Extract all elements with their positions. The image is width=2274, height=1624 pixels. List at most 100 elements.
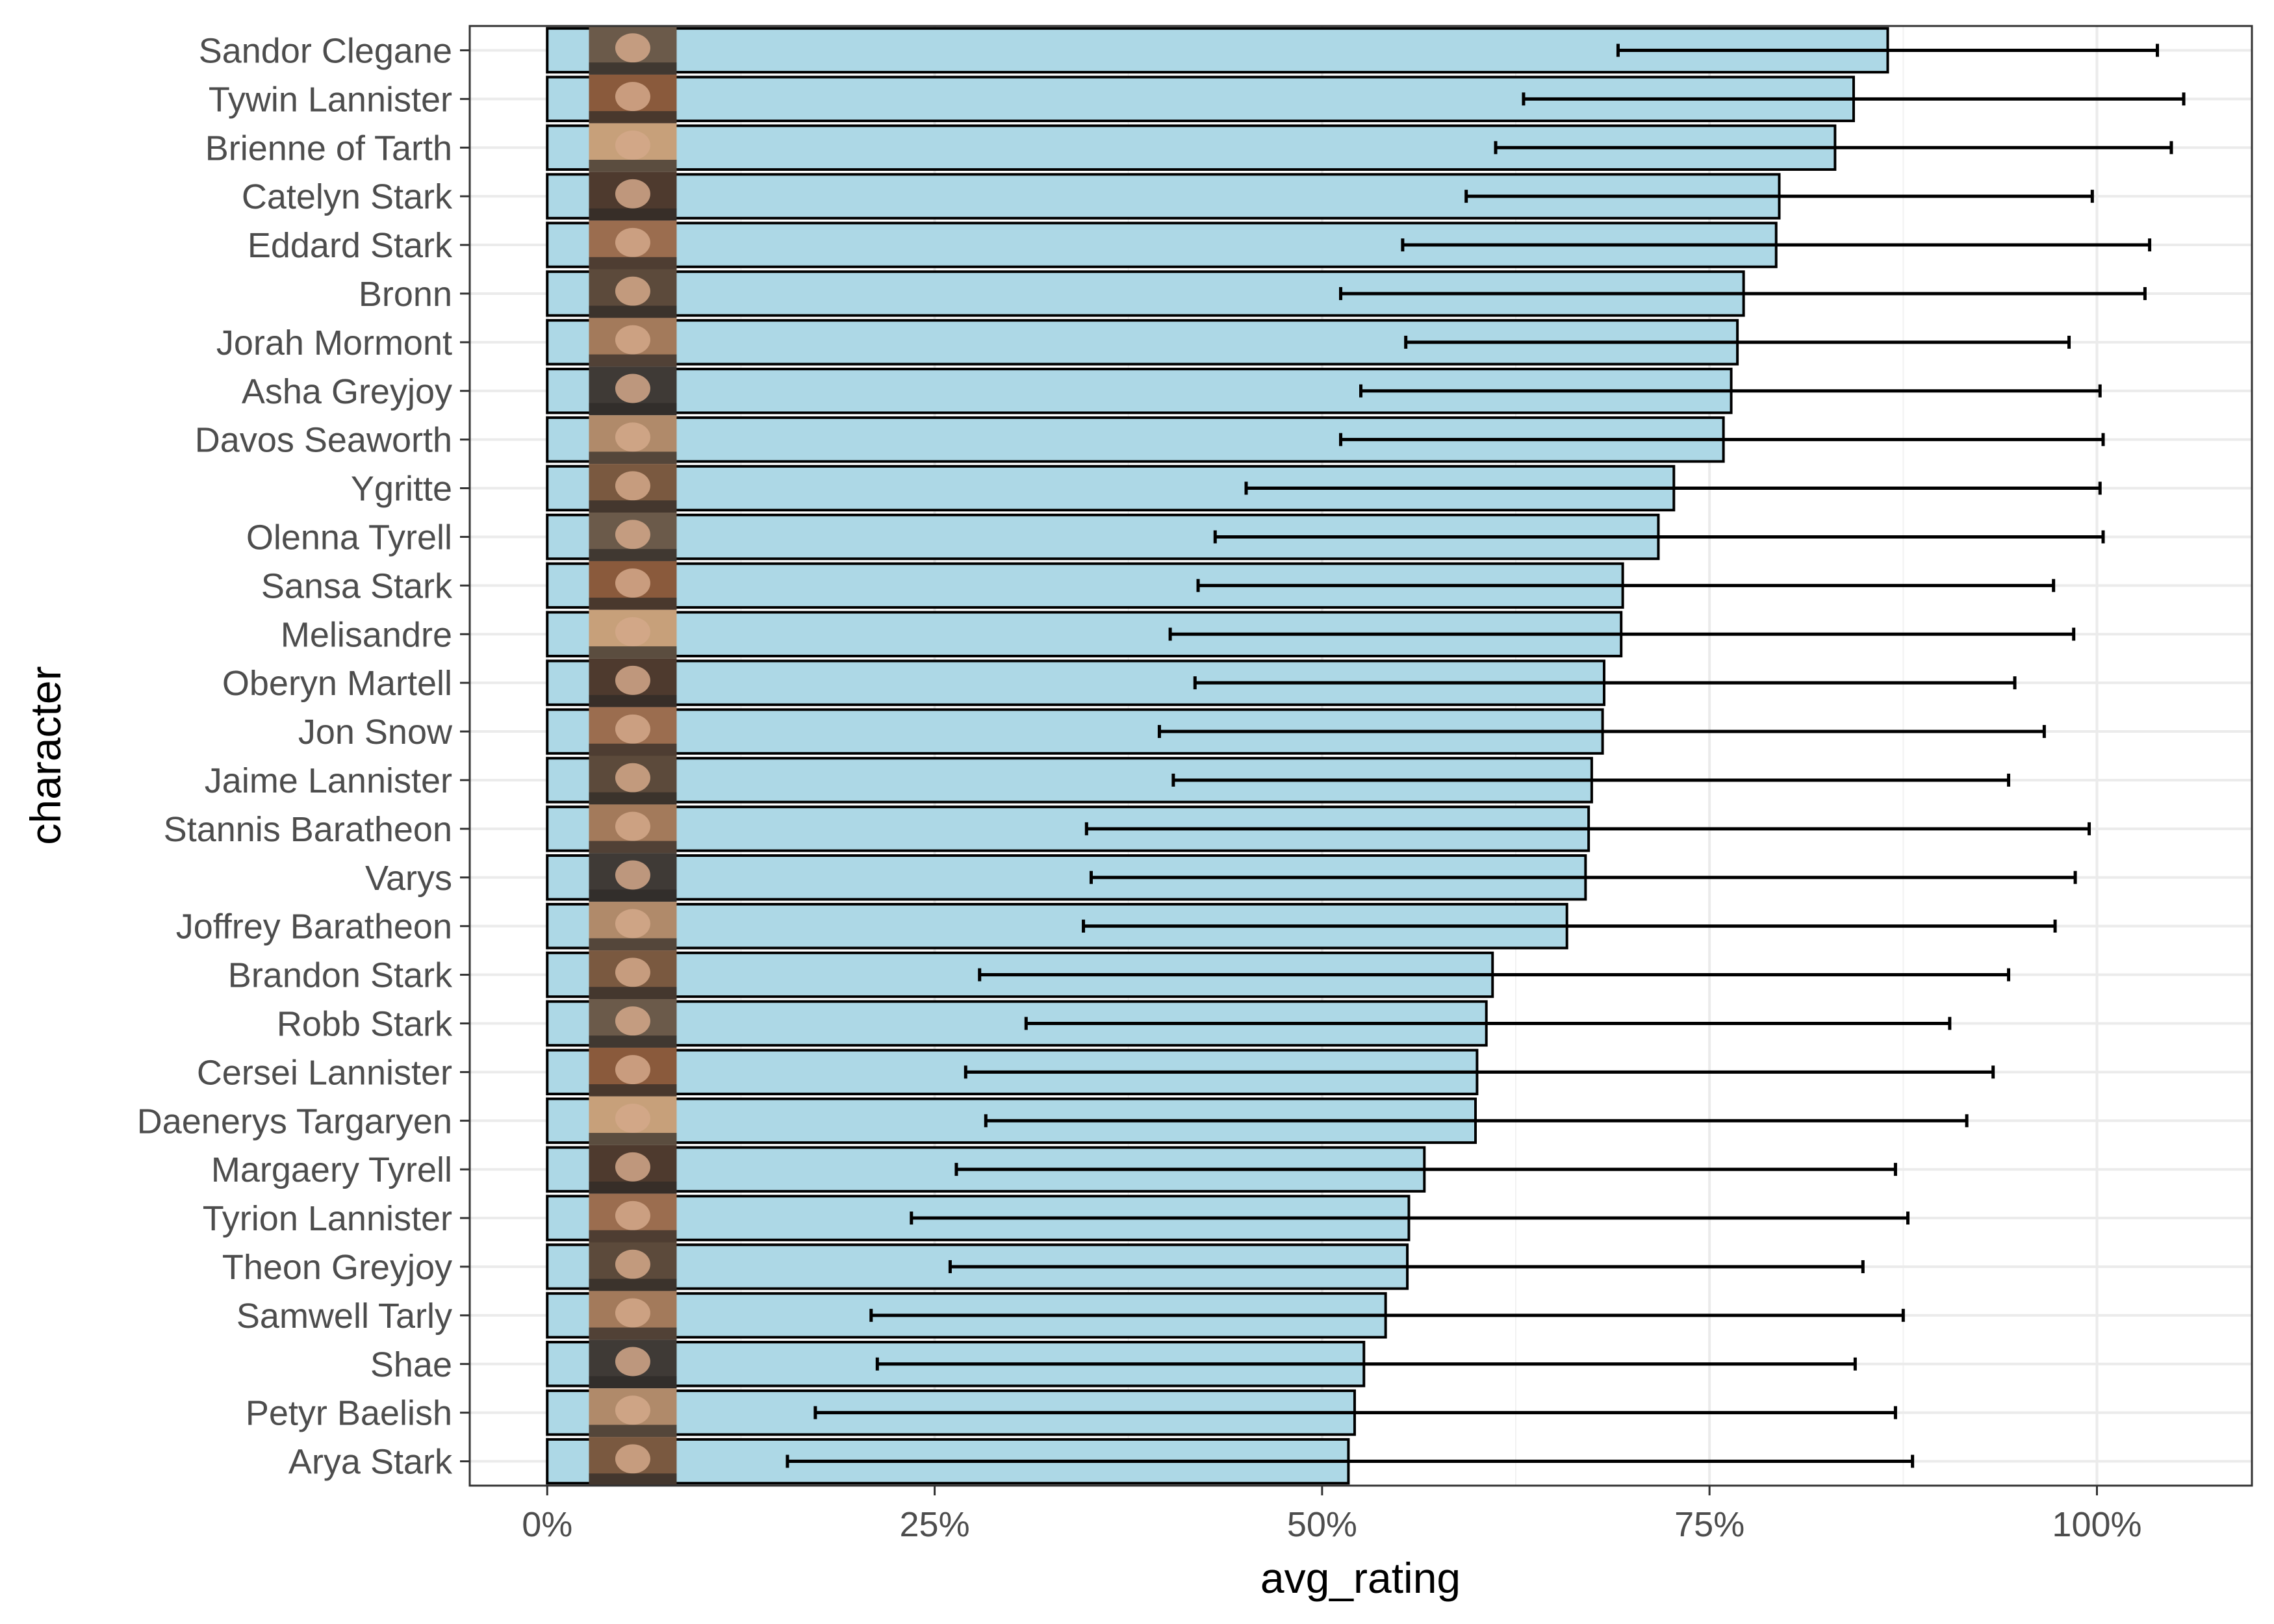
error-bar — [954, 1163, 1897, 1176]
character-portrait — [589, 171, 677, 221]
error-bar — [1082, 919, 2057, 933]
character-portrait — [589, 999, 677, 1048]
character-portrait — [589, 1388, 677, 1438]
error-bar — [984, 1114, 1969, 1128]
character-portrait — [589, 220, 677, 270]
category-label: Petyr Baelish — [246, 1394, 452, 1433]
category-label: Olenna Tyrell — [246, 518, 452, 557]
y-axis-title: character — [21, 666, 70, 844]
category-label: Daenerys Targaryen — [137, 1102, 452, 1141]
error-bar — [1338, 433, 2105, 446]
character-portrait — [589, 853, 677, 902]
x-tick-label: 0% — [522, 1505, 572, 1544]
category-label: Samwell Tarly — [236, 1297, 452, 1336]
plot-panel-border — [468, 25, 2253, 1487]
error-bar — [1196, 579, 2056, 592]
y-axis: Sandor Clegane Tywin Lannister Brienne of … — [137, 31, 470, 1482]
error-bar — [1522, 92, 2186, 106]
category-label: Oberyn Martell — [222, 664, 452, 703]
character-portrait — [589, 1242, 677, 1291]
character-portrait — [589, 366, 677, 416]
character-portrait — [589, 707, 677, 756]
category-label: Sansa Stark — [261, 566, 453, 605]
bar — [546, 1000, 1488, 1047]
category-label: Jaime Lannister — [205, 761, 452, 800]
category-label: Brandon Stark — [228, 956, 453, 995]
category-label: Tywin Lannister — [209, 80, 452, 119]
character-portrait — [589, 902, 677, 951]
error-bar — [1024, 1017, 1952, 1030]
error-bar — [1401, 238, 2152, 252]
category-label: Sandor Clegane — [199, 31, 452, 70]
character-portrait — [589, 1437, 677, 1486]
category-label: Tyrion Lannister — [203, 1199, 452, 1238]
category-label: Joffrey Baratheon — [176, 907, 452, 946]
character-portrait — [589, 658, 677, 707]
bar — [546, 75, 1855, 123]
bar — [546, 319, 1739, 366]
character-portrait — [589, 755, 677, 805]
character-portrait — [589, 1291, 677, 1340]
error-bar — [869, 1308, 1905, 1322]
category-label: Robb Stark — [277, 1004, 453, 1043]
character-portrait — [589, 269, 677, 318]
character-portrait — [589, 561, 677, 610]
category-label: Varys — [365, 859, 452, 898]
character-portrait — [589, 415, 677, 464]
error-bar — [910, 1212, 1910, 1225]
x-tick-label: 50% — [1287, 1505, 1357, 1544]
character-portrait — [589, 1339, 677, 1389]
character-portrait — [589, 1047, 677, 1097]
x-tick-label: 100% — [2052, 1505, 2141, 1544]
x-tick-label: 75% — [1674, 1505, 1744, 1544]
error-bar — [1338, 286, 2147, 300]
error-bar — [1089, 870, 2077, 884]
error-bar — [964, 1065, 1995, 1079]
error-bar — [1404, 335, 2071, 349]
error-bar — [1157, 725, 2046, 739]
error-bar — [786, 1454, 1915, 1468]
category-label: Asha Greyjoy — [242, 372, 452, 411]
category-label: Bronn — [359, 275, 452, 314]
error-bar — [1084, 822, 2091, 835]
error-bar — [1168, 628, 2076, 641]
character-portrait — [589, 609, 677, 659]
error-bar — [1494, 141, 2173, 155]
error-bar — [978, 968, 2011, 982]
error-bar — [1359, 384, 2102, 398]
category-label: Stannis Baratheon — [164, 810, 452, 849]
category-label: Arya Stark — [288, 1443, 453, 1482]
character-portrait — [589, 464, 677, 513]
character-portrait — [589, 1145, 677, 1194]
category-label: Shae — [370, 1345, 452, 1384]
category-label: Catelyn Stark — [242, 177, 453, 216]
category-label: Brienne of Tarth — [205, 129, 452, 168]
character-portrait — [589, 1193, 677, 1243]
character-portraits — [589, 26, 677, 1486]
character-portrait — [589, 74, 677, 123]
category-label: Cersei Lannister — [197, 1053, 452, 1092]
character-portrait — [589, 1096, 677, 1145]
error-bar — [948, 1260, 1865, 1273]
error-bar — [1464, 190, 2094, 203]
character-portrait — [589, 950, 677, 999]
x-axis: 0% 25% 50% 75% 100% — [522, 1486, 2142, 1544]
category-label: Theon Greyjoy — [222, 1248, 452, 1287]
error-bar — [813, 1406, 1897, 1419]
error-bar — [875, 1357, 1857, 1371]
category-label: Eddard Stark — [248, 226, 453, 265]
character-portrait — [589, 513, 677, 561]
plot-panel-background — [470, 26, 2252, 1486]
category-label: Melisandre — [281, 615, 452, 654]
x-tick-label: 25% — [900, 1505, 970, 1544]
error-bar — [1193, 676, 2017, 690]
x-axis-title: avg_rating — [1260, 1554, 1461, 1602]
character-portrait — [589, 26, 677, 75]
character-portrait — [589, 318, 677, 367]
category-label: Ygritte — [351, 470, 452, 509]
category-label: Davos Seaworth — [195, 421, 452, 460]
error-bar — [1213, 530, 2105, 544]
category-label: Margaery Tyrell — [211, 1150, 452, 1189]
error-bars — [786, 44, 2186, 1468]
